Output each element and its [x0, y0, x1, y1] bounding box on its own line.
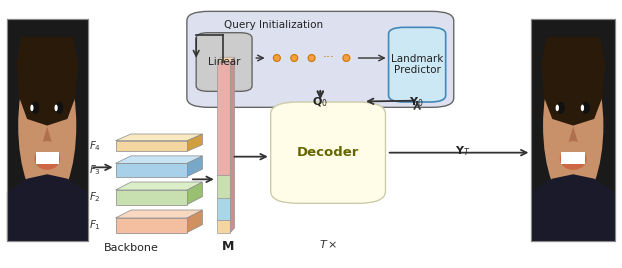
Text: Landmark
Predictor: Landmark Predictor	[391, 54, 443, 76]
Text: Query Initialization: Query Initialization	[224, 20, 323, 30]
FancyBboxPatch shape	[187, 11, 453, 107]
Bar	[216, 198, 230, 220]
Ellipse shape	[560, 148, 587, 170]
Polygon shape	[187, 182, 202, 205]
Polygon shape	[187, 134, 202, 151]
Text: $F_2$: $F_2$	[90, 190, 101, 204]
Ellipse shape	[274, 55, 281, 61]
Text: $F_4$: $F_4$	[89, 139, 101, 153]
Polygon shape	[230, 57, 234, 233]
Text: Linear: Linear	[208, 57, 240, 67]
Polygon shape	[116, 210, 202, 218]
Bar	[116, 141, 187, 151]
Text: $F_1$: $F_1$	[90, 218, 101, 232]
Text: ···: ···	[323, 51, 335, 65]
Polygon shape	[544, 59, 603, 126]
Polygon shape	[216, 57, 234, 62]
Polygon shape	[187, 210, 202, 233]
Ellipse shape	[582, 102, 590, 114]
Polygon shape	[17, 37, 78, 97]
Ellipse shape	[30, 105, 34, 111]
Bar	[116, 218, 187, 233]
Text: $\mathbf{Y}_0$: $\mathbf{Y}_0$	[409, 95, 424, 109]
Bar	[531, 19, 615, 241]
Bar	[116, 163, 187, 177]
Text: $T \times$: $T \times$	[319, 238, 338, 250]
Polygon shape	[116, 156, 202, 163]
Ellipse shape	[308, 55, 315, 61]
Bar	[7, 19, 88, 241]
Ellipse shape	[55, 102, 63, 114]
Text: Decoder: Decoder	[297, 146, 360, 159]
Bar	[7, 19, 88, 241]
Polygon shape	[568, 127, 578, 143]
Polygon shape	[187, 156, 202, 177]
Polygon shape	[116, 182, 202, 190]
Text: $\mathbf{Y}_T$: $\mathbf{Y}_T$	[455, 144, 470, 158]
Polygon shape	[7, 174, 88, 241]
Polygon shape	[531, 174, 615, 241]
FancyBboxPatch shape	[196, 33, 252, 91]
Text: $\mathbf{M}$: $\mathbf{M}$	[221, 240, 234, 253]
Bar	[562, 152, 585, 164]
FancyBboxPatch shape	[271, 102, 386, 203]
Polygon shape	[19, 59, 75, 126]
Ellipse shape	[36, 141, 58, 163]
Polygon shape	[116, 134, 202, 141]
Ellipse shape	[557, 102, 565, 114]
Text: $F_3$: $F_3$	[89, 163, 101, 177]
Ellipse shape	[581, 105, 584, 111]
FancyBboxPatch shape	[389, 27, 446, 102]
Ellipse shape	[290, 55, 298, 61]
Ellipse shape	[18, 46, 77, 205]
Ellipse shape	[555, 105, 559, 111]
Bar	[531, 19, 615, 241]
Ellipse shape	[543, 46, 603, 205]
Bar	[116, 190, 187, 205]
Ellipse shape	[55, 105, 58, 111]
Ellipse shape	[343, 55, 350, 61]
Ellipse shape	[34, 148, 60, 170]
Bar	[216, 220, 230, 233]
Bar	[36, 152, 58, 164]
Bar	[216, 176, 230, 198]
Text: $\mathbf{Q}_0$: $\mathbf{Q}_0$	[312, 95, 328, 109]
Text: Backbone: Backbone	[104, 243, 159, 253]
Ellipse shape	[31, 102, 39, 114]
Polygon shape	[541, 37, 605, 97]
Ellipse shape	[562, 141, 585, 163]
Polygon shape	[42, 127, 52, 143]
Bar	[216, 62, 230, 176]
